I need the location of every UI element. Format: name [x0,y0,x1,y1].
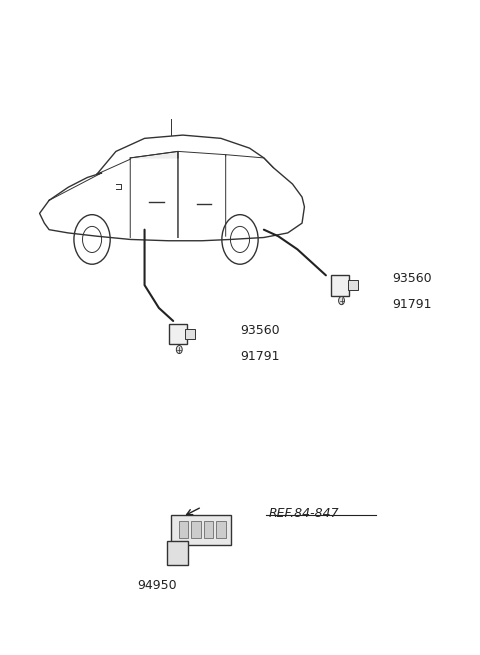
Text: 93560: 93560 [240,324,280,337]
FancyBboxPatch shape [348,280,358,290]
Circle shape [176,346,182,354]
FancyBboxPatch shape [204,521,213,538]
Circle shape [338,297,345,305]
Text: REF.84-847: REF.84-847 [269,507,339,520]
Text: 91791: 91791 [393,298,432,311]
Text: 91791: 91791 [240,350,279,364]
FancyBboxPatch shape [331,274,349,295]
FancyBboxPatch shape [185,329,195,339]
Polygon shape [130,151,178,158]
Text: 94950: 94950 [137,578,177,591]
FancyBboxPatch shape [216,521,226,538]
FancyBboxPatch shape [192,521,201,538]
FancyBboxPatch shape [171,515,231,545]
FancyBboxPatch shape [179,521,189,538]
FancyBboxPatch shape [167,542,188,565]
Text: 93560: 93560 [393,272,432,285]
FancyBboxPatch shape [169,324,187,345]
